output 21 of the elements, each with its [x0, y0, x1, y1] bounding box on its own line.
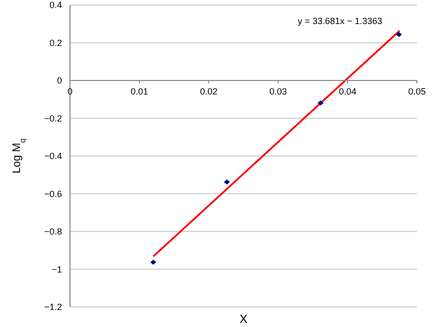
x-tick-label: 0.03: [269, 86, 287, 96]
x-tick-label: 0.05: [408, 86, 426, 96]
y-tick-label: 0: [56, 76, 62, 86]
x-tick-label: 0.04: [338, 86, 356, 96]
x-tick-label: 0.01: [130, 86, 148, 96]
y-tick-label: −0.8: [44, 226, 62, 237]
y-tick-label: −1: [52, 264, 62, 274]
annotation: y = 33.681x − 1.3363: [298, 16, 382, 26]
x-tick-label: 0: [67, 86, 73, 96]
y-tick-label: −1.2: [44, 302, 62, 312]
x-tick-label: 0.02: [200, 86, 218, 96]
point: [150, 260, 156, 265]
point: [224, 180, 230, 185]
point: [318, 100, 324, 106]
y-tick-label: −0.2: [44, 113, 62, 124]
point: [396, 32, 402, 37]
y-tick-label: 0.4: [49, 0, 62, 10]
y-tick-label: −0.4: [44, 151, 62, 162]
x-axis-title: X: [239, 312, 248, 326]
y-tick-label: 0.2: [49, 38, 62, 48]
y-tick-label: −0.6: [44, 188, 62, 199]
